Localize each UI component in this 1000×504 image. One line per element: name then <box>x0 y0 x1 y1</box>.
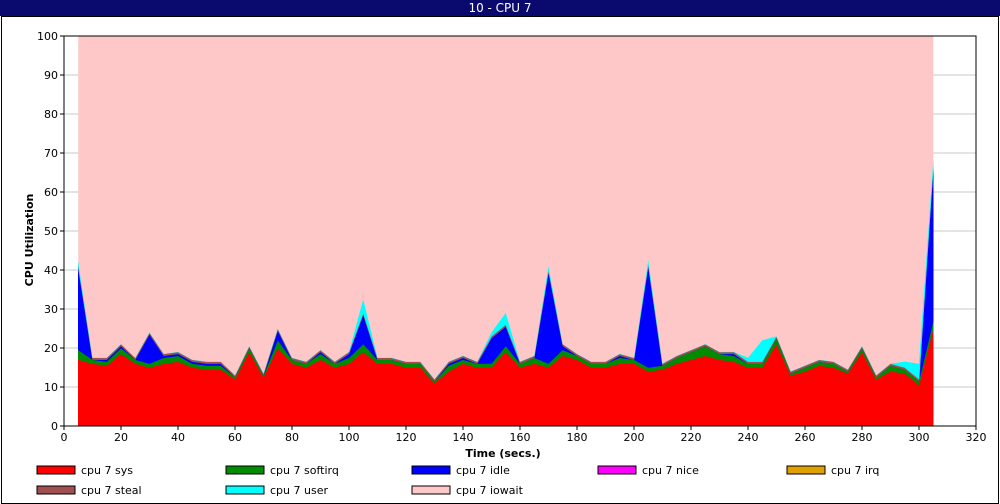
y-tick-label: 40 <box>44 264 58 277</box>
x-tick-label: 220 <box>681 431 702 444</box>
y-tick-label: 20 <box>44 342 58 355</box>
legend-label: cpu 7 softirq <box>270 464 339 477</box>
legend-swatch <box>225 485 265 495</box>
window-title-bar: 10 - CPU 7 <box>0 0 1000 16</box>
x-tick-label: 320 <box>966 431 987 444</box>
y-tick-label: 60 <box>44 186 58 199</box>
x-tick-label: 80 <box>285 431 299 444</box>
x-tick-label: 60 <box>228 431 242 444</box>
y-tick-label: 10 <box>44 381 58 394</box>
y-axis-label: CPU Utilization <box>23 194 36 287</box>
legend-label: cpu 7 nice <box>642 464 699 477</box>
y-axis-ticks: 0 10 20 30 40 50 60 70 80 90 100 <box>37 30 64 433</box>
legend-label: cpu 7 sys <box>81 464 133 477</box>
x-tick-label: 280 <box>852 431 873 444</box>
legend-swatch <box>411 485 451 495</box>
y-tick-label: 30 <box>44 303 58 316</box>
x-tick-label: 160 <box>510 431 531 444</box>
x-tick-label: 240 <box>738 431 759 444</box>
legend-swatch <box>597 465 637 475</box>
x-axis-label: Time (secs.) <box>465 447 540 460</box>
y-tick-label: 90 <box>44 69 58 82</box>
x-tick-label: 40 <box>171 431 185 444</box>
legend-swatch <box>411 465 451 475</box>
y-tick-label: 80 <box>44 108 58 121</box>
legend-swatch <box>786 465 826 475</box>
x-tick-label: 0 <box>61 431 68 444</box>
x-axis-ticks: 0 20 40 60 80 100 120 140 160 180 200 220 240 260 280 3… <box>61 426 987 444</box>
y-tick-label: 50 <box>44 225 58 238</box>
x-tick-label: 120 <box>396 431 417 444</box>
x-tick-label: 300 <box>909 431 930 444</box>
y-tick-label: 0 <box>51 420 58 433</box>
legend-swatch <box>36 485 76 495</box>
x-tick-label: 140 <box>453 431 474 444</box>
y-tick-label: 70 <box>44 147 58 160</box>
legend-label: cpu 7 steal <box>81 484 142 497</box>
legend: cpu 7 sys cpu 7 softirq cpu 7 idle cpu 7 ni… <box>36 464 879 497</box>
legend-label: cpu 7 user <box>270 484 328 497</box>
x-tick-label: 200 <box>624 431 645 444</box>
x-tick-label: 260 <box>795 431 816 444</box>
x-tick-label: 20 <box>114 431 128 444</box>
x-tick-label: 100 <box>339 431 360 444</box>
legend-label: cpu 7 idle <box>456 464 510 477</box>
x-tick-label: 180 <box>567 431 588 444</box>
window-title: 10 - CPU 7 <box>468 1 532 15</box>
area-cpu-7-iowait <box>78 36 934 380</box>
legend-label: cpu 7 irq <box>831 464 879 477</box>
legend-label: cpu 7 iowait <box>456 484 524 497</box>
legend-swatch <box>225 465 265 475</box>
stacked-areas <box>78 36 934 427</box>
legend-swatch <box>36 465 76 475</box>
y-tick-label: 100 <box>37 30 58 43</box>
